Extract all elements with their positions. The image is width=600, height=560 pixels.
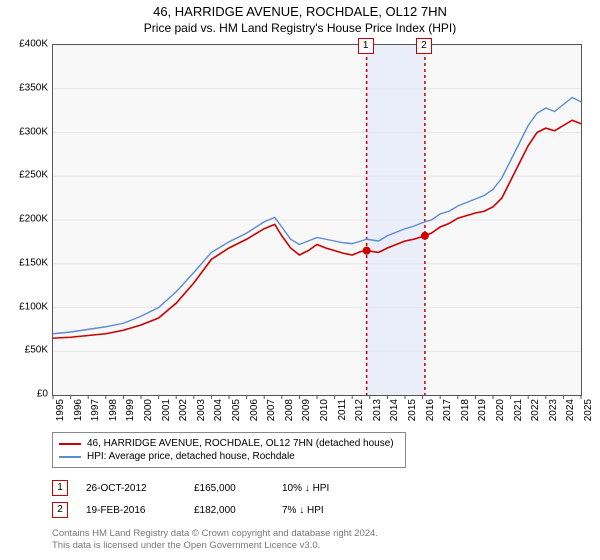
chart-title: 46, HARRIDGE AVENUE, ROCHDALE, OL12 7HN (0, 0, 600, 19)
ytick-label: £0 (2, 389, 48, 400)
ytick-label: £250K (2, 170, 48, 181)
legend-item-1: 46, HARRIDGE AVENUE, ROCHDALE, OL12 7HN … (59, 437, 399, 450)
ytick-label: £150K (2, 257, 48, 268)
xtick-label: 1999 (125, 399, 136, 421)
xtick-label: 2011 (337, 399, 348, 421)
xtick-label: 2006 (249, 399, 260, 421)
footer: Contains HM Land Registry data © Crown c… (52, 528, 580, 552)
xtick-label: 2017 (442, 399, 453, 421)
xtick-label: 2001 (161, 399, 172, 421)
xtick-label: 2008 (284, 399, 295, 421)
xtick-label: 2012 (354, 399, 365, 421)
marker-badge: 2 (416, 38, 432, 54)
xtick-label: 2020 (495, 399, 506, 421)
xtick-label: 2023 (548, 399, 559, 421)
event-date-1: 26-OCT-2012 (86, 483, 176, 494)
ytick-label: £50K (2, 345, 48, 356)
chart-container: 46, HARRIDGE AVENUE, ROCHDALE, OL12 7HN … (0, 0, 600, 560)
xtick-label: 1995 (55, 399, 66, 421)
xtick-label: 2007 (266, 399, 277, 421)
footer-line-2: This data is licensed under the Open Gov… (52, 540, 580, 552)
footer-line-1: Contains HM Land Registry data © Crown c… (52, 528, 580, 540)
xtick-label: 2019 (477, 399, 488, 421)
event-badge-1: 1 (52, 480, 68, 496)
xtick-label: 2021 (513, 399, 524, 421)
event-row-1: 1 26-OCT-2012 £165,000 10% ↓ HPI (52, 480, 580, 496)
xtick-label: 2000 (143, 399, 154, 421)
xtick-label: 1998 (108, 399, 119, 421)
ytick-label: £350K (2, 82, 48, 93)
ytick-label: £300K (2, 126, 48, 137)
legend-box: 46, HARRIDGE AVENUE, ROCHDALE, OL12 7HN … (52, 432, 406, 468)
ytick-label: £100K (2, 301, 48, 312)
event-row-2: 2 19-FEB-2016 £182,000 7% ↓ HPI (52, 502, 580, 518)
xtick-label: 2015 (407, 399, 418, 421)
xtick-label: 2016 (425, 399, 436, 421)
plot-area (52, 44, 582, 396)
xtick-label: 2013 (372, 399, 383, 421)
event-price-2: £182,000 (194, 505, 264, 516)
legend-swatch-2 (59, 456, 81, 458)
xtick-label: 2003 (196, 399, 207, 421)
xtick-label: 2004 (213, 399, 224, 421)
plot-svg (53, 45, 581, 395)
xtick-label: 2025 (583, 399, 594, 421)
xtick-label: 2005 (231, 399, 242, 421)
ytick-label: £400K (2, 39, 48, 50)
xtick-label: 2014 (389, 399, 400, 421)
xtick-label: 2010 (319, 399, 330, 421)
event-date-2: 19-FEB-2016 (86, 505, 176, 516)
xtick-label: 2002 (178, 399, 189, 421)
xtick-label: 2022 (530, 399, 541, 421)
event-delta-1: 10% ↓ HPI (282, 483, 329, 494)
legend-label-1: 46, HARRIDGE AVENUE, ROCHDALE, OL12 7HN … (87, 438, 394, 449)
xtick-label: 1997 (90, 399, 101, 421)
legend-item-2: HPI: Average price, detached house, Roch… (59, 450, 399, 463)
xtick-label: 2018 (460, 399, 471, 421)
legend-label-2: HPI: Average price, detached house, Roch… (87, 451, 295, 462)
event-badge-2: 2 (52, 502, 68, 518)
event-delta-2: 7% ↓ HPI (282, 505, 324, 516)
xtick-label: 2009 (301, 399, 312, 421)
chart-subtitle: Price paid vs. HM Land Registry's House … (0, 19, 600, 35)
xtick-label: 2024 (565, 399, 576, 421)
event-price-1: £165,000 (194, 483, 264, 494)
ytick-label: £200K (2, 214, 48, 225)
marker-badge: 1 (358, 38, 374, 54)
xtick-label: 1996 (73, 399, 84, 421)
legend-swatch-1 (59, 443, 81, 445)
